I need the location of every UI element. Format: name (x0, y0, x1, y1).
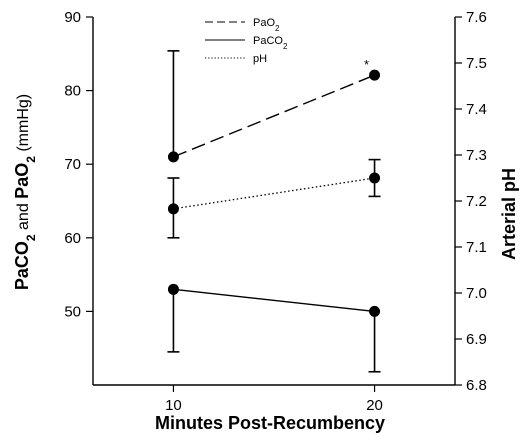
paco2-series-line (173, 288, 375, 313)
left-tick-label: 60 (64, 230, 81, 247)
pao2-series-line (173, 74, 375, 158)
series-layer: * (167, 50, 381, 373)
pao2-point (167, 151, 179, 163)
right-y-axis-label: Arterial pH (499, 168, 519, 260)
right-tick-label: 7.4 (466, 101, 487, 118)
ph-series-line (173, 177, 375, 210)
right-tick-label: 7.2 (466, 193, 487, 210)
x-axis: 10 20 (165, 385, 383, 414)
significance-marker: * (364, 57, 369, 72)
pao2-point (369, 69, 381, 81)
left-tick-label: 90 (64, 9, 81, 26)
right-tick-label: 6.8 (466, 377, 487, 394)
right-tick-label: 7.1 (466, 239, 487, 256)
left-y-axis-label: PaCO2 and PaO2 (mmHg) (12, 94, 38, 290)
ph-point (167, 203, 179, 215)
paco2-point (369, 305, 381, 317)
right-tick-label: 7.0 (466, 285, 487, 302)
legend-label-paco2: PaCO2 (253, 35, 288, 51)
legend: PaO2 PaCO2 pH (205, 17, 288, 65)
left-y-axis: 50 60 70 80 90 (64, 9, 93, 320)
right-y-axis: 6.8 6.9 7.0 7.1 7.2 7.3 7.4 7.5 7.6 (455, 9, 487, 394)
x-tick-label: 20 (366, 397, 383, 414)
legend-label-ph: pH (253, 53, 267, 65)
left-tick-label: 80 (64, 83, 81, 100)
x-tick-label: 10 (165, 397, 182, 414)
right-tick-label: 6.9 (466, 331, 487, 348)
x-axis-label: Minutes Post-Recumbency (155, 413, 385, 433)
left-tick-label: 70 (64, 156, 81, 173)
right-tick-label: 7.5 (466, 55, 487, 72)
left-tick-label: 50 (64, 303, 81, 320)
ph-point (369, 172, 381, 184)
right-tick-label: 7.6 (466, 9, 487, 26)
plot-frame (92, 17, 456, 386)
legend-label-pao2: PaO2 (253, 17, 280, 33)
right-tick-label: 7.3 (466, 147, 487, 164)
paco2-point (167, 283, 179, 295)
